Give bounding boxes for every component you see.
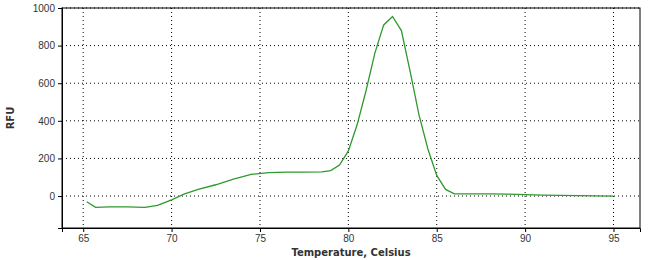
y-tick: 600: [38, 78, 62, 89]
y-axis-line: [58, 9, 63, 229]
x-tick-mark: [348, 228, 349, 232]
y-tick: 800: [38, 40, 62, 51]
grid-line: [62, 83, 640, 84]
x-tick-label: 80: [343, 233, 355, 244]
y-tick-mark: [58, 196, 62, 197]
x-tick-label: 90: [520, 233, 532, 244]
plot: 65 70 75 80 85 90 95 0 200 400 600 800 1000: [33, 3, 641, 244]
y-axis: 0 200 400 600 800 1000: [33, 3, 63, 229]
x-tick-label: 75: [255, 233, 267, 244]
y-tick-mark: [58, 83, 62, 84]
x-tick: 90: [520, 228, 532, 244]
y-axis-title: RFU: [5, 107, 16, 130]
y-tick-label: 0: [49, 191, 55, 202]
x-tick-mark: [437, 228, 438, 232]
x-tick-mark: [525, 228, 526, 232]
x-axis-line: [63, 229, 641, 233]
x-tick-label: 85: [432, 233, 444, 244]
grid-line: [348, 8, 349, 228]
y-tick: 400: [38, 116, 62, 127]
grid-line: [62, 120, 640, 121]
x-axis-title: Temperature, Celsius: [291, 247, 410, 258]
x-tick: 95: [608, 228, 620, 244]
grid-line: [62, 45, 640, 46]
y-tick-mark: [58, 8, 62, 9]
grid-line: [83, 8, 84, 228]
grid-line: [436, 8, 437, 228]
grid-line: [613, 8, 614, 228]
y-tick-mark: [58, 121, 62, 122]
y-tick-label: 800: [38, 40, 55, 51]
grid-line: [171, 8, 172, 228]
x-axis: 65 70 75 80 85 90 95: [63, 228, 641, 244]
y-tick: 1000: [33, 3, 62, 14]
x-tick-label: 70: [167, 233, 179, 244]
y-tick-label: 200: [38, 153, 55, 164]
y-tick: 200: [38, 153, 62, 164]
x-tick-label: 95: [608, 233, 620, 244]
x-tick-mark: [260, 228, 261, 232]
x-tick: 85: [432, 228, 444, 244]
y-tick-mark: [58, 46, 62, 47]
x-tick: 70: [167, 228, 179, 244]
y-tick-label: 600: [38, 78, 55, 89]
melt-curve: [87, 16, 614, 207]
x-tick-mark: [83, 228, 84, 232]
x-tick-mark: [613, 228, 614, 232]
x-tick-label: 65: [78, 233, 90, 244]
grid-line: [62, 158, 640, 159]
grid: [62, 8, 640, 228]
x-tick: 65: [78, 228, 90, 244]
y-tick-mark: [58, 158, 62, 159]
grid-line: [259, 8, 260, 228]
chart: 65 70 75 80 85 90 95 0 200 400 600 800 1000 Temperatu…: [0, 0, 653, 260]
x-tick-mark: [172, 228, 173, 232]
y-tick: 0: [49, 191, 62, 202]
y-tick-label: 1000: [33, 3, 56, 14]
x-tick: 80: [343, 228, 355, 244]
plot-frame: [62, 8, 640, 228]
marks: [87, 16, 614, 207]
y-tick-label: 400: [38, 116, 55, 127]
x-tick: 75: [255, 228, 267, 244]
